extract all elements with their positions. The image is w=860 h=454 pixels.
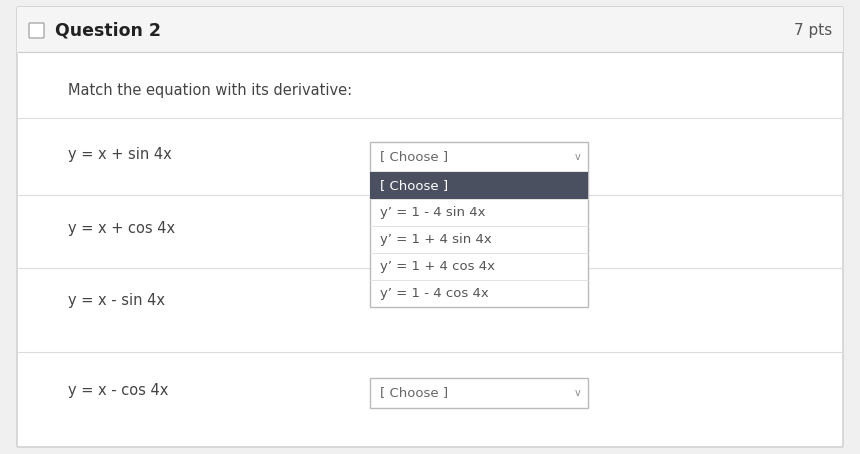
FancyBboxPatch shape bbox=[29, 23, 44, 38]
Text: Match the equation with its derivative:: Match the equation with its derivative: bbox=[68, 83, 352, 98]
Text: 7 pts: 7 pts bbox=[794, 23, 832, 38]
Text: [ Choose ]: [ Choose ] bbox=[380, 179, 448, 192]
Bar bbox=[370, 378, 588, 408]
FancyBboxPatch shape bbox=[17, 7, 843, 447]
Text: v: v bbox=[575, 388, 580, 398]
Text: y = x + sin 4x: y = x + sin 4x bbox=[68, 148, 172, 163]
Text: [ Choose ]: [ Choose ] bbox=[380, 386, 448, 400]
Bar bbox=[370, 142, 588, 172]
Bar bbox=[18, 8, 842, 52]
FancyBboxPatch shape bbox=[17, 7, 843, 53]
Text: y’ = 1 - 4 cos 4x: y’ = 1 - 4 cos 4x bbox=[380, 287, 488, 300]
Text: y = x + cos 4x: y = x + cos 4x bbox=[68, 221, 175, 236]
Text: y’ = 1 + 4 cos 4x: y’ = 1 + 4 cos 4x bbox=[380, 260, 495, 273]
Text: y’ = 1 + 4 sin 4x: y’ = 1 + 4 sin 4x bbox=[380, 233, 492, 246]
Bar bbox=[370, 172, 588, 199]
Text: [ Choose ]: [ Choose ] bbox=[380, 150, 448, 163]
Text: Question 2: Question 2 bbox=[55, 21, 161, 39]
Text: y = x - cos 4x: y = x - cos 4x bbox=[68, 383, 169, 398]
Text: y = x - sin 4x: y = x - sin 4x bbox=[68, 292, 165, 307]
Bar bbox=[370, 172, 588, 307]
Text: y’ = 1 - 4 sin 4x: y’ = 1 - 4 sin 4x bbox=[380, 206, 486, 219]
Text: v: v bbox=[575, 152, 580, 162]
